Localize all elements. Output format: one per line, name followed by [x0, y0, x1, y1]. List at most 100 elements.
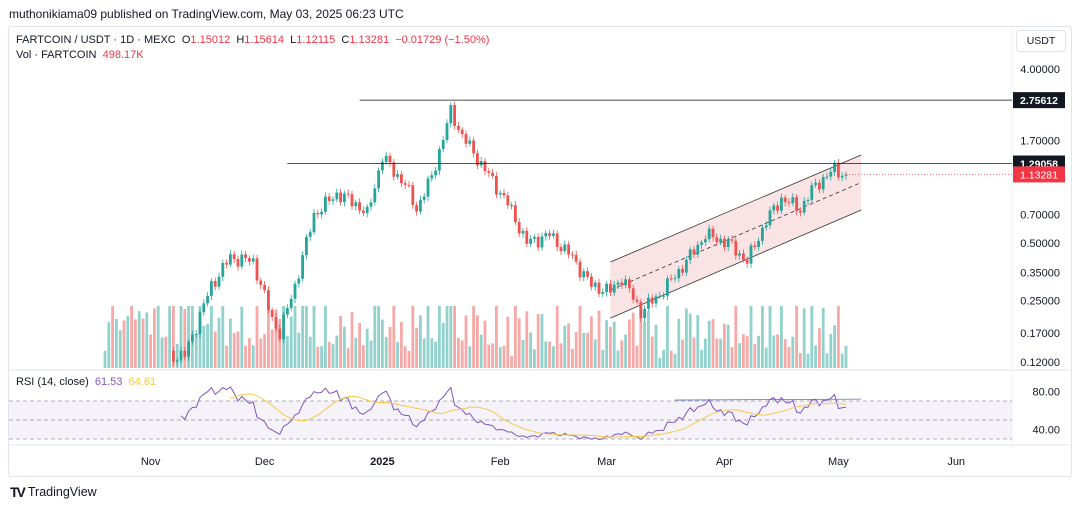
- candle: [343, 193, 346, 203]
- volume-bar: [810, 306, 814, 368]
- volume-bar: [601, 349, 605, 368]
- volume-bar: [662, 349, 665, 368]
- candle: [392, 162, 396, 177]
- volume-bar: [149, 334, 152, 368]
- candle: [730, 239, 734, 241]
- volume-bar: [761, 306, 764, 368]
- high-label: H: [236, 34, 245, 46]
- volume-bar: [510, 356, 513, 368]
- candle: [320, 211, 323, 215]
- currency-button[interactable]: USDT: [1016, 30, 1066, 52]
- volume-bar: [441, 322, 445, 368]
- candle: [293, 283, 297, 299]
- volume-bar: [468, 346, 472, 368]
- volume-bar: [145, 312, 149, 368]
- candle: [297, 278, 301, 284]
- candle: [780, 197, 783, 211]
- volume-bar: [476, 315, 479, 368]
- low-value: 1.12115: [296, 34, 336, 46]
- volume-bar: [669, 350, 673, 368]
- candle: [441, 139, 445, 149]
- volume-bar: [620, 340, 624, 368]
- volume-bar: [118, 330, 122, 368]
- volume-bar: [495, 306, 498, 368]
- candle: [700, 242, 703, 245]
- candle: [468, 140, 472, 144]
- volume-bar: [419, 315, 422, 368]
- price-tick-label: 0.70000: [1020, 210, 1060, 222]
- candle: [217, 276, 221, 287]
- rsi-tick-label: 80.00: [1032, 387, 1060, 399]
- candle: [715, 237, 719, 243]
- volume-bar: [650, 336, 654, 368]
- volume-bar: [236, 331, 240, 368]
- change-value: −0.01729 (−1.50%): [395, 34, 490, 46]
- candle: [529, 238, 532, 244]
- volume-bar: [521, 340, 525, 368]
- candle: [369, 202, 373, 207]
- volume-bar: [742, 334, 745, 368]
- volume-bar: [479, 334, 483, 368]
- volume-bar: [107, 322, 111, 368]
- candle: [384, 155, 388, 162]
- volume-bar: [825, 353, 829, 368]
- candle: [449, 105, 453, 124]
- price-tick-label: 0.25000: [1020, 296, 1060, 308]
- candle: [183, 350, 187, 357]
- candle: [628, 279, 631, 289]
- candle: [540, 236, 544, 248]
- volume-bar: [251, 345, 255, 368]
- volume-bar: [430, 338, 434, 368]
- volume-bar: [134, 319, 137, 368]
- candle: [289, 298, 293, 309]
- volume-bar: [593, 339, 597, 368]
- tradingview-logo[interactable]: TV TradingView: [10, 484, 97, 500]
- volume-bar: [137, 311, 141, 368]
- candle: [487, 171, 491, 173]
- volume-bar: [491, 343, 494, 368]
- candle: [586, 271, 589, 277]
- candle: [312, 213, 316, 233]
- volume-bar: [700, 349, 703, 368]
- volume-bar: [837, 306, 840, 368]
- volume-bar: [487, 344, 491, 368]
- volume-bar: [616, 350, 620, 368]
- volume-bar: [320, 346, 323, 368]
- candle: [506, 195, 510, 206]
- volume-bar: [122, 320, 126, 368]
- symbol-name[interactable]: FARTCOIN / USDT · 1D · MEXC: [16, 34, 176, 46]
- volume-bar: [692, 337, 696, 368]
- candle: [305, 236, 308, 256]
- candle: [495, 175, 498, 195]
- open-label: O: [181, 34, 191, 46]
- volume-bar: [305, 306, 308, 368]
- channel-mid-line: [610, 182, 862, 291]
- volume-bar: [628, 319, 631, 368]
- volume-bar: [392, 306, 396, 368]
- candle: [175, 360, 179, 362]
- candle: [301, 255, 304, 279]
- volume-bar: [681, 339, 684, 368]
- volume-bar: [818, 328, 821, 368]
- time-tick-label: Nov: [141, 456, 161, 468]
- candle: [373, 188, 377, 203]
- candle: [517, 222, 521, 234]
- publish-info: muthonikiama09 published on TradingView.…: [9, 7, 404, 21]
- candle: [757, 240, 760, 248]
- volume-bar: [316, 346, 320, 368]
- level-price-tag: [1013, 92, 1065, 109]
- volume-bar: [278, 318, 282, 368]
- candle: [620, 282, 624, 286]
- volume-bar: [126, 316, 130, 368]
- candle: [643, 308, 646, 319]
- volume-bar: [434, 341, 437, 368]
- rsi-tick-label: 40.00: [1032, 425, 1060, 437]
- volume-bar: [312, 306, 316, 368]
- rsi-line: [180, 386, 847, 440]
- candle: [324, 196, 327, 212]
- volume-bar: [286, 336, 289, 368]
- volume-bar: [685, 308, 688, 368]
- volume-bar: [605, 320, 608, 368]
- high-value: 1.15614: [244, 34, 285, 46]
